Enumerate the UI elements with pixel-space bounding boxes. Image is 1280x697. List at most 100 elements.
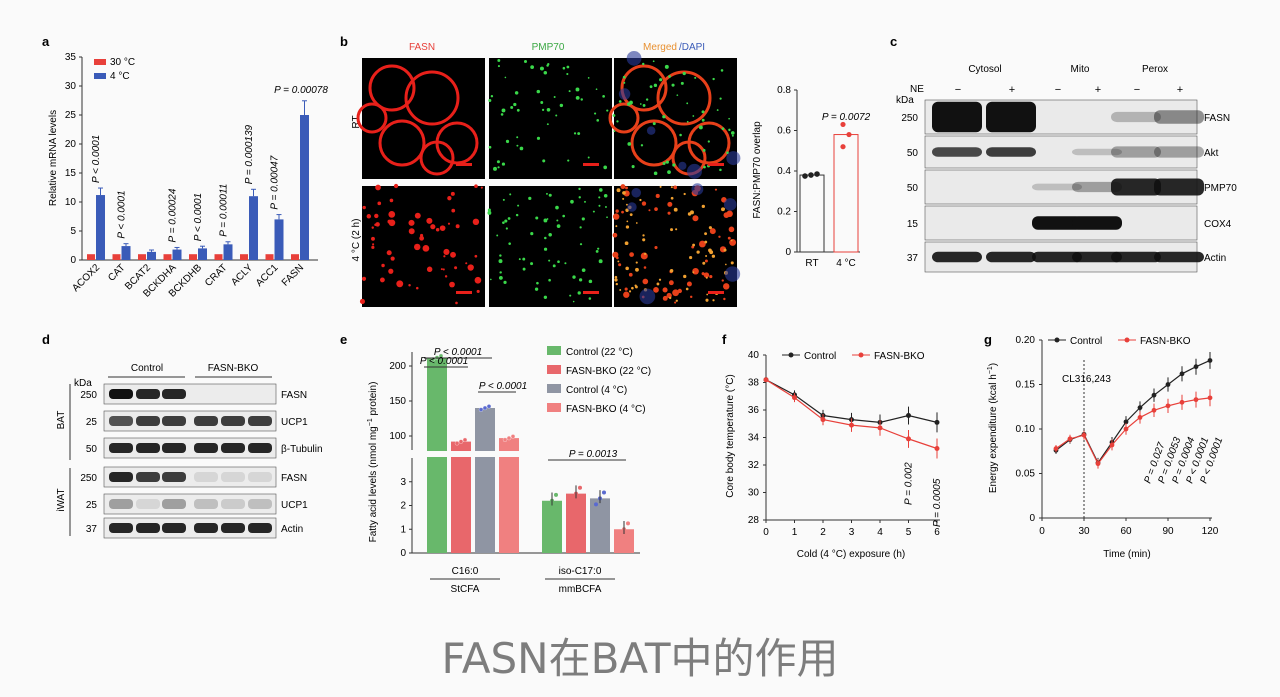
pmp70-puncta — [517, 204, 520, 207]
e-point — [570, 497, 574, 502]
fasn-puncta — [366, 214, 372, 219]
fasn-puncta — [396, 280, 404, 288]
fasn-puncta — [613, 213, 620, 220]
pmp70-puncta — [625, 203, 628, 206]
pmp70-puncta — [704, 232, 708, 236]
a-ytick-label: 15 — [65, 168, 77, 179]
fasn-puncta — [673, 185, 678, 190]
panel-f-label: f — [722, 332, 727, 347]
e-bar — [542, 500, 562, 553]
pmp70-puncta — [572, 300, 575, 303]
pmp70-puncta — [730, 261, 734, 265]
pmp70-puncta — [705, 255, 708, 257]
pmp70-puncta — [640, 144, 644, 147]
pmp70-puncta — [612, 114, 616, 117]
pmp70-puncta — [706, 293, 709, 296]
pmp70-puncta — [643, 252, 647, 256]
pmp70-puncta — [581, 217, 585, 221]
a-xtick-label: CAT — [106, 262, 127, 283]
col-pmp70: PMP70 — [532, 42, 565, 53]
g-point — [1207, 358, 1213, 363]
pmp70-puncta — [578, 196, 581, 199]
panel-b: b FASN PMP70 Merged /DAPI RT 4 °C (2 h) … — [340, 34, 871, 307]
e-bar-lower — [427, 457, 447, 553]
pmp70-puncta — [615, 282, 618, 286]
pmp70-puncta — [584, 200, 586, 203]
pmp70-puncta — [588, 297, 592, 300]
pmp70-puncta — [679, 133, 682, 137]
f-point — [792, 395, 797, 401]
pmp70-puncta — [543, 71, 548, 75]
ne-sign: + — [1095, 84, 1101, 96]
e-pvalue: P < 0.0001 — [420, 356, 468, 367]
pmp70-puncta — [543, 247, 548, 251]
fasn-puncta — [718, 235, 721, 238]
blot-band — [1154, 110, 1204, 124]
pmp70-puncta — [669, 269, 674, 273]
pmp70-puncta — [507, 217, 511, 220]
fasn-puncta — [454, 266, 458, 270]
col-merged: Merged — [643, 42, 677, 53]
blot-band — [1154, 146, 1204, 158]
e-pvalue: P = 0.0013 — [569, 449, 618, 460]
blot-band — [1111, 111, 1161, 123]
fasn-puncta — [443, 248, 450, 255]
e-point — [458, 439, 464, 444]
e-point — [626, 521, 630, 526]
dapi-nucleus — [618, 88, 631, 100]
e-point — [618, 533, 622, 538]
blot-band — [162, 499, 186, 509]
e-point — [506, 435, 512, 441]
blot-band — [136, 499, 160, 509]
e-bar — [590, 498, 610, 553]
a-pvalue: P < 0.0001 — [193, 193, 204, 241]
pmp70-puncta — [575, 87, 580, 92]
blot-name: FASN — [281, 473, 307, 484]
pmp70-puncta — [624, 241, 629, 246]
pmp70-puncta — [535, 216, 539, 220]
g-point — [1165, 382, 1171, 387]
g-point — [1193, 364, 1199, 370]
blot-band — [221, 499, 245, 509]
e-bar — [451, 441, 471, 451]
g-ytick-label: 0.20 — [1016, 335, 1036, 346]
ne-sign: − — [955, 84, 961, 96]
e-point — [486, 404, 492, 409]
pmp70-puncta — [587, 77, 590, 79]
pmp70-puncta — [670, 228, 674, 232]
cell-outline — [368, 64, 416, 112]
pmp70-puncta — [692, 115, 695, 117]
b-point-cold — [840, 121, 846, 128]
g-point — [1067, 436, 1073, 442]
pmp70-puncta — [546, 192, 548, 195]
pmp70-puncta — [602, 95, 605, 98]
pmp70-puncta — [613, 130, 616, 133]
a-bar-4c — [300, 115, 309, 260]
pmp70-puncta — [627, 142, 632, 146]
pmp70-puncta — [516, 144, 519, 147]
f-xtick-label: 6 — [934, 527, 940, 538]
blot-band — [162, 523, 186, 533]
g-ytick-label: 0 — [1029, 513, 1035, 524]
pmp70-puncta — [569, 294, 572, 297]
blot-band — [932, 251, 982, 263]
fasn-puncta — [615, 209, 619, 213]
e-legend-swatch — [547, 384, 561, 393]
g-point — [1151, 392, 1157, 398]
pmp70-puncta — [649, 85, 653, 89]
ne-sign: + — [1009, 84, 1015, 96]
kda-label-c: kDa — [896, 95, 914, 106]
fasn-puncta — [372, 243, 375, 246]
pmp70-puncta — [555, 114, 558, 117]
f-xtick-label: 5 — [906, 527, 912, 538]
fasn-puncta — [723, 297, 726, 301]
panel-e-ylabel: Fatty acid levels (nmol mg−1 protein) — [367, 382, 379, 543]
pmp70-puncta — [559, 103, 564, 108]
fasn-puncta — [612, 232, 618, 238]
a-ytick-label: 0 — [70, 255, 76, 266]
blot-mw: 37 — [86, 524, 98, 535]
pmp70-puncta — [580, 98, 583, 101]
a-ytick-label: 35 — [65, 52, 77, 63]
fasn-puncta — [408, 219, 415, 226]
a-bar-30c — [87, 254, 95, 260]
